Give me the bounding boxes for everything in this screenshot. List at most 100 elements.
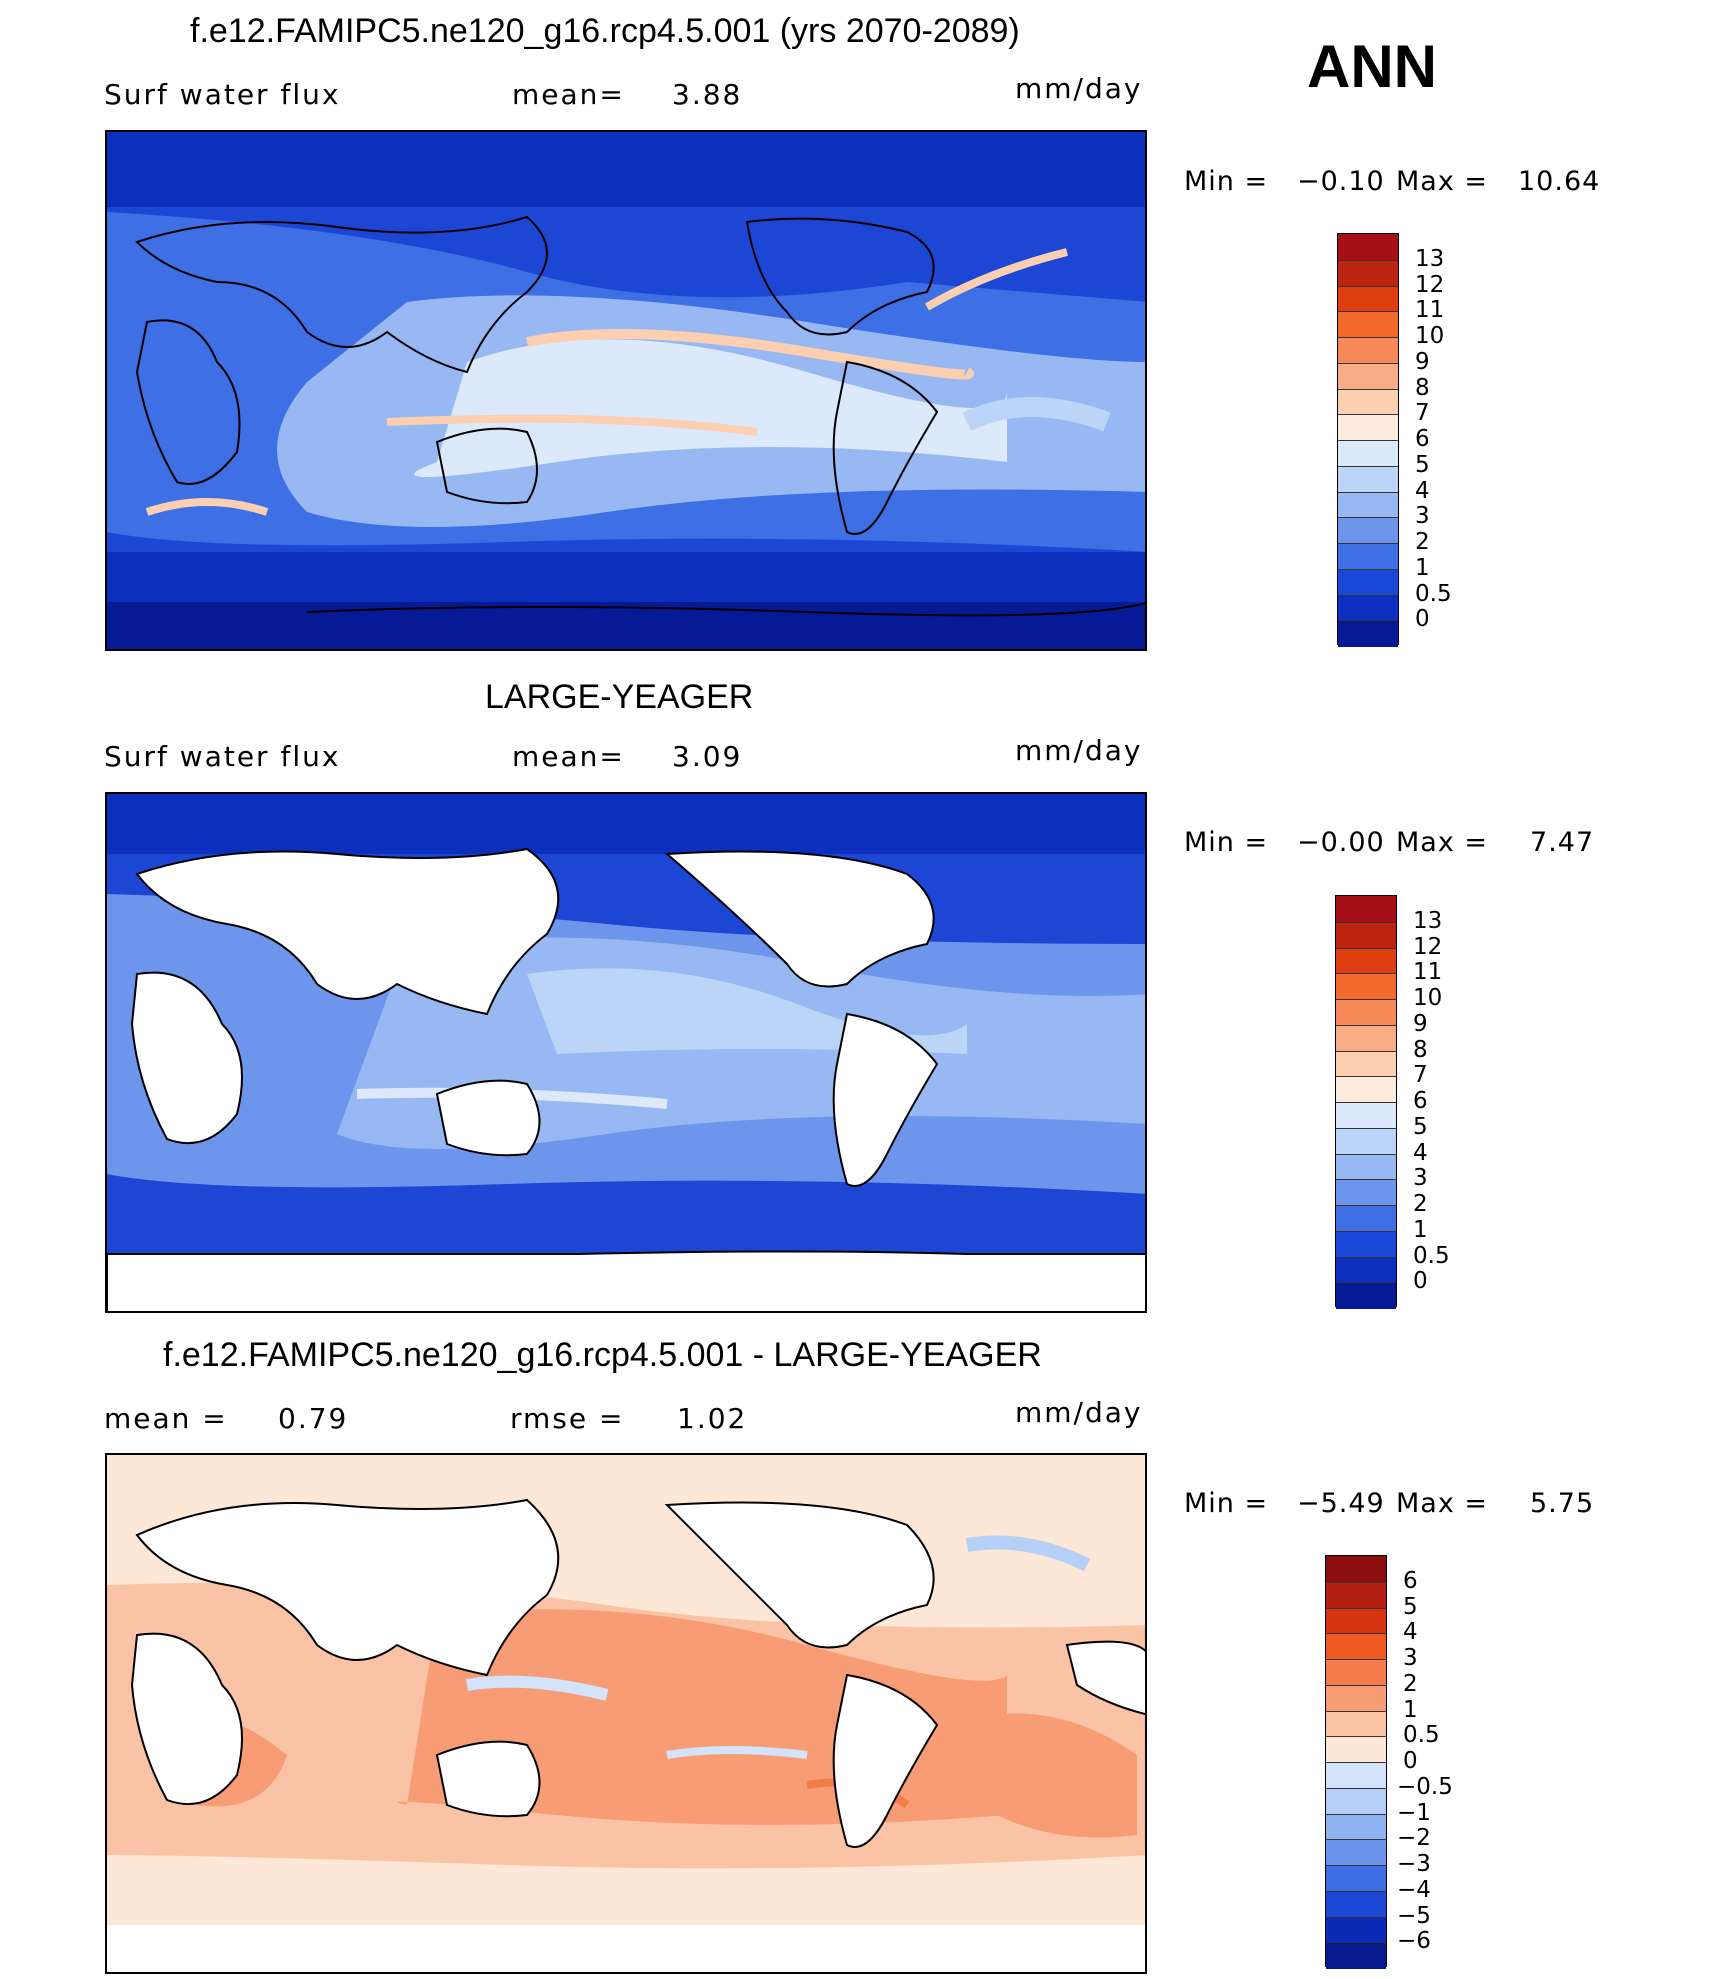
colorbar-cell [1338,517,1398,544]
colorbar-label: 3 [1403,1645,1418,1671]
colorbar-cell [1338,311,1398,338]
colorbar-label: −3 [1397,1851,1431,1877]
colorbar-cell [1336,1127,1396,1155]
colorbar-label: 1 [1415,554,1430,581]
panel2-min-label: Min = [1184,827,1269,858]
colorbar-label: 0 [1415,606,1430,633]
colorbar-cell [1338,491,1398,519]
colorbar-cell [1336,1050,1396,1078]
panel2-variable-label: Surf water flux [104,740,341,773]
colorbar-label: 10 [1413,985,1443,1011]
colorbar-label: 7 [1413,1062,1428,1089]
colorbar-cell [1336,947,1396,975]
colorbar-label: 4 [1413,1139,1428,1166]
panel1-min-label: Min = [1184,166,1269,197]
panel2-max-label: Max = [1396,827,1489,858]
colorbar-label: 6 [1413,1088,1428,1114]
colorbar-cell [1336,1102,1396,1129]
colorbar-label: 2 [1415,529,1430,555]
colorbar-label: 7 [1415,400,1430,427]
panel3-title: f.e12.FAMIPC5.ne120_g16.rcp4.5.001 - LAR… [163,1336,1042,1374]
colorbar-cell [1338,440,1398,467]
colorbar-cell [1326,1813,1386,1841]
colorbar-label: 1 [1403,1696,1418,1723]
colorbar-cell [1326,1890,1386,1918]
panel3-min-label: Min = [1184,1488,1269,1519]
colorbar-cell [1336,1282,1396,1309]
colorbar-label: 1 [1413,1216,1428,1243]
colorbar-label: 9 [1413,1010,1428,1037]
colorbar-label: 11 [1413,959,1443,986]
panel3-mean-label: mean = [104,1402,228,1435]
colorbar-cell [1326,1633,1386,1660]
colorbar-cell [1338,388,1398,416]
panel3-max-value: 5.75 [1530,1488,1595,1519]
panel3-rmse-value: 1.02 [677,1402,748,1435]
panel1-variable-label: Surf water flux [104,78,341,111]
panel1-units: mm/day [1015,72,1143,105]
colorbar-cell [1326,1839,1386,1866]
colorbar-label: 9 [1415,348,1430,375]
colorbar-label: 8 [1415,374,1430,401]
colorbar-cell [1326,1607,1386,1635]
colorbar-cell [1338,362,1398,390]
panel3-mean-value: 0.79 [278,1402,349,1435]
panel3-map-field [107,1455,1145,1972]
colorbar-cell [1338,414,1398,441]
panel1-title: f.e12.FAMIPC5.ne120_g16.rcp4.5.001 (yrs … [190,12,1020,50]
panel1-colorbar-box [1337,233,1399,647]
colorbar-label: 0.5 [1403,1722,1440,1749]
colorbar-cell [1336,1076,1396,1103]
colorbar-cell [1326,1556,1386,1583]
colorbar-cell [1336,1024,1396,1052]
colorbar-cell [1336,1205,1396,1232]
colorbar-label: 6 [1403,1567,1418,1594]
colorbar-cell [1338,285,1398,313]
panel1-min-value: −0.10 [1297,166,1385,197]
colorbar-cell [1336,896,1396,923]
colorbar-label: 12 [1413,933,1443,960]
colorbar-cell [1338,234,1398,261]
colorbar-label: −0.5 [1397,1773,1453,1800]
colorbar-label: 0.5 [1415,580,1452,607]
colorbar-cell [1326,1787,1386,1815]
panel1-map-field [107,132,1145,649]
colorbar-cell [1338,259,1398,287]
colorbar-cell [1326,1736,1386,1763]
colorbar-cell [1326,1865,1386,1892]
colorbar-label: 11 [1415,297,1445,324]
colorbar-label: 8 [1413,1036,1428,1063]
panel3-rmse-label: rmse = [510,1402,625,1435]
panel3-min-value: −5.49 [1297,1488,1385,1519]
colorbar-label: 13 [1415,245,1445,272]
colorbar-label: −4 [1397,1876,1431,1903]
panel1-mean-value: 3.88 [672,78,743,111]
colorbar-label: 3 [1413,1165,1428,1192]
colorbar-label: 0 [1403,1748,1418,1774]
colorbar-label: 0 [1413,1268,1428,1295]
panel2-map [105,792,1147,1313]
colorbar-label: 5 [1403,1593,1418,1620]
colorbar-label: −2 [1397,1825,1431,1852]
panel2-mean-value: 3.09 [672,740,743,773]
colorbar-cell [1336,921,1396,949]
colorbar-label: 10 [1415,323,1445,349]
colorbar-label: −1 [1397,1799,1431,1826]
colorbar-label: 3 [1415,503,1430,530]
colorbar-label: 6 [1415,426,1430,452]
colorbar-cell [1338,465,1398,493]
colorbar-cell [1336,1256,1396,1284]
panel1-mean-label: mean= [512,78,625,111]
panel2-map-field [107,794,1145,1311]
season-label: ANN [1307,33,1437,100]
panel2-units: mm/day [1015,734,1143,767]
colorbar-label: 5 [1415,451,1430,478]
colorbar-label: 0.5 [1413,1242,1450,1269]
colorbar-cell [1326,1581,1386,1609]
colorbar-cell [1338,594,1398,622]
panel2-title: LARGE-YEAGER [485,678,754,716]
colorbar-cell [1336,1153,1396,1181]
colorbar-cell [1326,1684,1386,1712]
panel3-max-label: Max = [1396,1488,1489,1519]
colorbar-cell [1338,337,1398,364]
